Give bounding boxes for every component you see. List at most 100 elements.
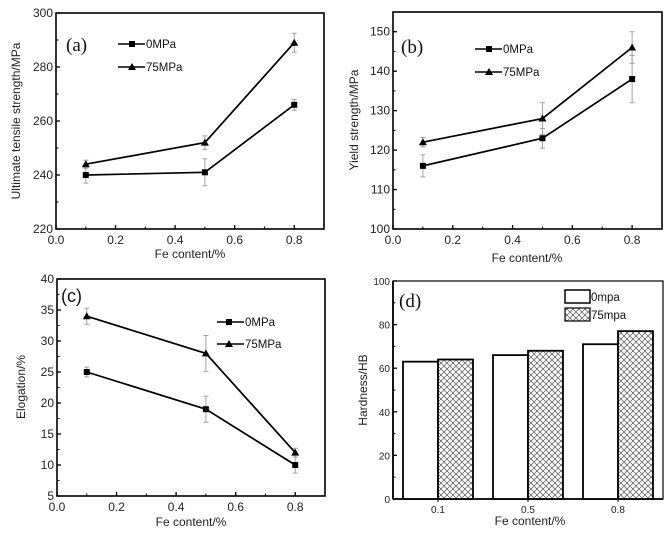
data-point-square (539, 135, 546, 142)
x-tick-label: 0.2 (444, 233, 461, 247)
data-point-triangle (201, 349, 210, 357)
data-point-square (629, 76, 636, 83)
y-tick-label: 110 (371, 183, 390, 197)
y-tick-label: 240 (33, 168, 53, 182)
plot-frame (392, 11, 663, 230)
x-tick-label: 0.0 (49, 500, 66, 514)
y-tick-label: 80 (379, 321, 391, 332)
series-layer (82, 307, 300, 474)
y-axis-title: Yield strength/MPa (347, 69, 361, 170)
panel-label: (b) (401, 37, 423, 58)
legend-marker-square (486, 46, 492, 52)
x-tick-label: 0.4 (167, 233, 184, 247)
legend-label-75mpa: 75mpa (591, 310, 627, 322)
panel-b: 0.0 0.2 0.4 0.6 0.8 100 110 120 130 140 150 (b) 0… (347, 11, 663, 265)
series-line-75mpa (86, 315, 296, 454)
legend-swatch-75mpa (564, 307, 591, 322)
data-point-triangle (418, 138, 427, 146)
series-line-0mpa (422, 78, 633, 167)
y-tick-label: 20 (379, 451, 391, 462)
panel-a: 0.0 0.2 0.4 0.6 0.8 220 240 260 280 300 (a) 0MPa… (9, 6, 325, 261)
y-tick-label: 0 (384, 495, 390, 506)
panel-label: (d) (399, 291, 421, 312)
x-tick-label: 0.6 (226, 233, 243, 247)
series-layer (418, 31, 637, 178)
y-axis: 100 110 120 130 140 150 (370, 25, 397, 236)
legend: 0MPa 75MPa (217, 317, 282, 351)
legend-marker-triangle (128, 63, 136, 70)
plot-frame (55, 12, 325, 230)
data-point-square (291, 101, 298, 108)
y-tick-label: 5 (47, 489, 54, 503)
data-point-square (292, 462, 299, 468)
x-axis-title: Fe content/% (495, 514, 566, 528)
legend: 0MPa 75MPa (118, 39, 183, 74)
y-tick-label: 35 (41, 303, 55, 317)
bars-layer (402, 330, 654, 500)
bar-75mpa-0.1 (437, 358, 474, 500)
y-tick-label: 30 (41, 334, 55, 348)
legend-label-75mpa: 75MPa (245, 339, 282, 351)
panel-label: (a) (66, 35, 87, 56)
x-tick-label: 0.0 (385, 233, 402, 247)
data-point-triangle (538, 114, 547, 122)
y-tick-label: 100 (373, 277, 390, 288)
legend-label-0mpa: 0mpa (591, 292, 620, 304)
x-axis: 0.0 0.2 0.4 0.6 0.8 (385, 225, 641, 247)
data-point-triangle (81, 160, 90, 168)
x-tick-label: 0.8 (286, 233, 303, 247)
y-axis-title: Ultimate tensile strength/MPa (9, 42, 23, 199)
legend: 0mpa 75mpa (564, 289, 627, 322)
data-point-square (419, 162, 426, 169)
data-point-square (202, 406, 209, 413)
x-tick-label: 0.6 (564, 233, 581, 247)
x-tick-label: 0.8 (611, 505, 625, 516)
bar-0mpa-0.8 (582, 343, 619, 500)
data-point-triangle (82, 312, 91, 320)
y-tick-label: 40 (379, 408, 391, 419)
y-tick-label: 20 (41, 396, 55, 410)
y-axis: 0 20 40 60 80 100 (373, 277, 397, 506)
y-tick-label: 10 (41, 458, 55, 472)
y-axis: 220 240 260 280 300 (33, 6, 60, 236)
legend-label-75mpa: 75MPa (146, 62, 183, 74)
y-tick-label: 15 (41, 427, 55, 441)
x-tick-label: 0.8 (624, 233, 641, 247)
series-line-75mpa (85, 42, 295, 166)
x-tick-label: 0.6 (227, 500, 244, 514)
x-axis: 0.0 0.2 0.4 0.6 0.8 (49, 492, 304, 514)
x-tick-label: 0.4 (504, 233, 521, 247)
legend-swatch-0mpa (564, 289, 591, 304)
y-axis-title: Elogation/% (14, 355, 28, 419)
x-tick-label: 0.8 (287, 500, 304, 514)
y-tick-label: 220 (33, 222, 53, 236)
bar-0mpa-0.1 (402, 360, 439, 500)
legend-label-0mpa: 0MPa (245, 317, 276, 329)
y-tick-label: 140 (370, 64, 390, 78)
y-axis-title: Hardness/HB (356, 354, 370, 425)
x-axis-title: Fe content/% (156, 515, 227, 529)
y-tick-label: 300 (33, 6, 53, 20)
x-axis-title: Fe content/% (492, 251, 563, 265)
y-tick-label: 150 (370, 25, 390, 39)
legend-marker-triangle (485, 68, 493, 75)
data-point-square (83, 369, 90, 375)
legend: 0MPa 75MPa (475, 44, 540, 79)
x-axis: 0.0 0.2 0.4 0.6 0.8 (48, 225, 303, 247)
y-tick-label: 120 (370, 143, 390, 157)
x-tick-label: 0.2 (108, 500, 125, 514)
y-tick-label: 100 (370, 222, 390, 236)
y-tick-label: 25 (41, 365, 55, 379)
y-tick-label: 60 (379, 364, 391, 375)
x-tick-label: 0.1 (431, 505, 445, 516)
y-tick-label: 260 (33, 114, 53, 128)
data-point-triangle (628, 43, 637, 51)
legend-marker-triangle (225, 340, 233, 347)
y-tick-label: 130 (370, 104, 390, 118)
panel-c: 0.0 0.2 0.4 0.6 0.8 5 10 15 20 25 30 35 40 (c) 0MPa… (14, 272, 326, 529)
legend-label-0mpa: 0MPa (503, 44, 534, 56)
data-point-triangle (290, 38, 299, 46)
y-tick-label: 280 (33, 60, 53, 74)
panel-label: (c) (61, 286, 82, 306)
